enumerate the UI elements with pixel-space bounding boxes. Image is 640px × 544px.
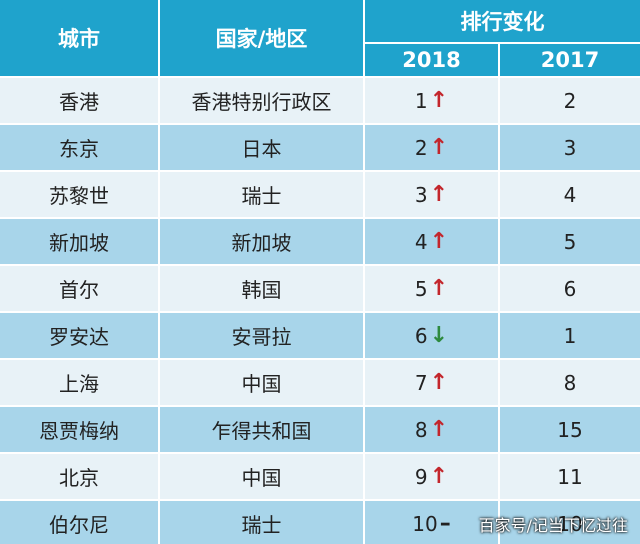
header-cell: 排行变化: [365, 0, 640, 42]
table-cell: 上海: [0, 360, 158, 405]
table-cell: 恩贾梅纳: [0, 407, 158, 452]
table-cell: 中国: [160, 360, 363, 405]
table-cell: 10–: [365, 501, 498, 544]
rank-2018: 5: [414, 276, 428, 301]
table-cell: 2: [500, 78, 640, 123]
rank-2018: 4: [414, 229, 428, 254]
trend-arrow: ↑: [429, 135, 449, 160]
table-cell: 韩国: [160, 266, 363, 311]
rank-2018: 9: [414, 464, 428, 489]
table-cell: 瑞士: [160, 501, 363, 544]
trend-arrow: ↑: [429, 276, 449, 301]
table-cell: 3 ↑: [365, 172, 498, 217]
table-cell: 日本: [160, 125, 363, 170]
table-cell: 11: [500, 454, 640, 499]
trend-arrow: ↑: [429, 182, 449, 207]
table-cell: 北京: [0, 454, 158, 499]
trend-arrow: ↑: [429, 417, 449, 442]
rank-2018: 1: [414, 88, 428, 113]
table-cell: 10: [500, 501, 640, 544]
rank-2018: 10: [412, 511, 438, 536]
table-cell: 6: [500, 266, 640, 311]
table-cell: 东京: [0, 125, 158, 170]
table-cell: 3: [500, 125, 640, 170]
table-cell: 8 ↑: [365, 407, 498, 452]
table-cell: 瑞士: [160, 172, 363, 217]
table-cell: 中国: [160, 454, 363, 499]
rank-2018: 7: [414, 370, 428, 395]
table-cell: 6 ↓: [365, 313, 498, 358]
trend-arrow: –: [439, 511, 451, 536]
table-cell: 8: [500, 360, 640, 405]
trend-arrow: ↑: [429, 88, 449, 113]
table-cell: 首尔: [0, 266, 158, 311]
table-cell: 1: [500, 313, 640, 358]
table-cell: 乍得共和国: [160, 407, 363, 452]
table-cell: 15: [500, 407, 640, 452]
table-cell: 安哥拉: [160, 313, 363, 358]
rank-2018: 6: [414, 323, 428, 348]
rank-2018: 2: [414, 135, 428, 160]
table-cell: 香港特别行政区: [160, 78, 363, 123]
table-cell: 新加坡: [160, 219, 363, 264]
table-cell: 罗安达: [0, 313, 158, 358]
rank-2018: 3: [414, 182, 428, 207]
table-cell: 香港: [0, 78, 158, 123]
table-cell: 苏黎世: [0, 172, 158, 217]
table-cell: 新加坡: [0, 219, 158, 264]
table-cell: 5 ↑: [365, 266, 498, 311]
table-cell: 1 ↑: [365, 78, 498, 123]
table-cell: 4 ↑: [365, 219, 498, 264]
header-cell: 国家/地区: [160, 0, 363, 76]
trend-arrow: ↑: [429, 464, 449, 489]
table-cell: 7 ↑: [365, 360, 498, 405]
trend-arrow: ↑: [429, 370, 449, 395]
header-cell: 2018: [365, 44, 498, 76]
rank-2018: 8: [414, 417, 428, 442]
table-cell: 2 ↑: [365, 125, 498, 170]
trend-arrow: ↑: [429, 229, 449, 254]
header-cell: 城市: [0, 0, 158, 76]
table-cell: 5: [500, 219, 640, 264]
trend-arrow: ↓: [429, 323, 449, 348]
watermark: 百家号/记当下忆过往: [478, 516, 628, 535]
header-cell: 2017: [500, 44, 640, 76]
table-cell: 9 ↑: [365, 454, 498, 499]
table-cell: 伯尔尼: [0, 501, 158, 544]
table-cell: 4: [500, 172, 640, 217]
